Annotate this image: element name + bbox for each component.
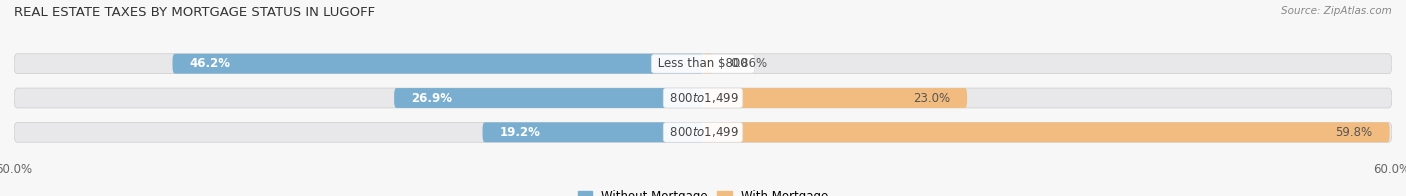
Text: Less than $800: Less than $800 [654,57,752,70]
Text: REAL ESTATE TAXES BY MORTGAGE STATUS IN LUGOFF: REAL ESTATE TAXES BY MORTGAGE STATUS IN … [14,6,375,19]
Text: 26.9%: 26.9% [412,92,453,104]
FancyBboxPatch shape [482,122,703,142]
Text: 59.8%: 59.8% [1336,126,1372,139]
Text: $800 to $1,499: $800 to $1,499 [666,125,740,139]
FancyBboxPatch shape [703,88,967,108]
FancyBboxPatch shape [14,54,1392,74]
Text: 46.2%: 46.2% [190,57,231,70]
Text: $800 to $1,499: $800 to $1,499 [666,91,740,105]
Legend: Without Mortgage, With Mortgage: Without Mortgage, With Mortgage [574,185,832,196]
Text: 23.0%: 23.0% [912,92,950,104]
FancyBboxPatch shape [703,54,713,74]
Text: Source: ZipAtlas.com: Source: ZipAtlas.com [1281,6,1392,16]
FancyBboxPatch shape [173,54,703,74]
FancyBboxPatch shape [14,122,1392,142]
Text: 19.2%: 19.2% [499,126,541,139]
FancyBboxPatch shape [14,88,1392,108]
FancyBboxPatch shape [394,88,703,108]
FancyBboxPatch shape [703,122,1389,142]
Text: 0.86%: 0.86% [730,57,768,70]
